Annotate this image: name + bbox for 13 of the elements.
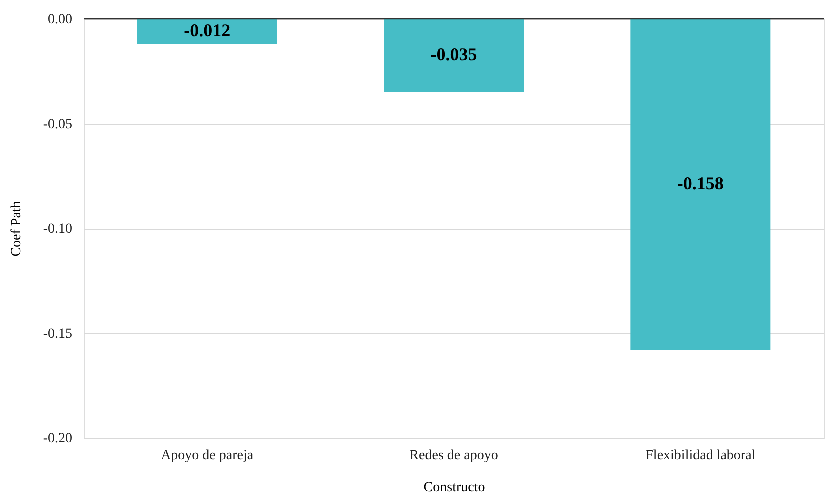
y-tick-label: -0.05	[43, 117, 72, 132]
data-label: -0.158	[677, 174, 724, 194]
x-tick-label: Apoyo de pareja	[161, 448, 254, 464]
data-label: -0.035	[430, 44, 478, 65]
y-tick-label: -0.20	[43, 432, 72, 446]
x-tick-label: Redes de apoyo	[410, 448, 498, 464]
y-tick-label: -0.10	[43, 222, 72, 237]
y-axis-title: Coef Path	[9, 201, 24, 257]
x-tick-label: Flexibilidad laboral	[646, 448, 756, 464]
y-tick-label: 0.00	[48, 12, 72, 28]
x-axis-title: Constructo	[424, 480, 486, 496]
y-tick-label: -0.15	[43, 326, 72, 342]
data-label: -0.012	[184, 20, 231, 41]
